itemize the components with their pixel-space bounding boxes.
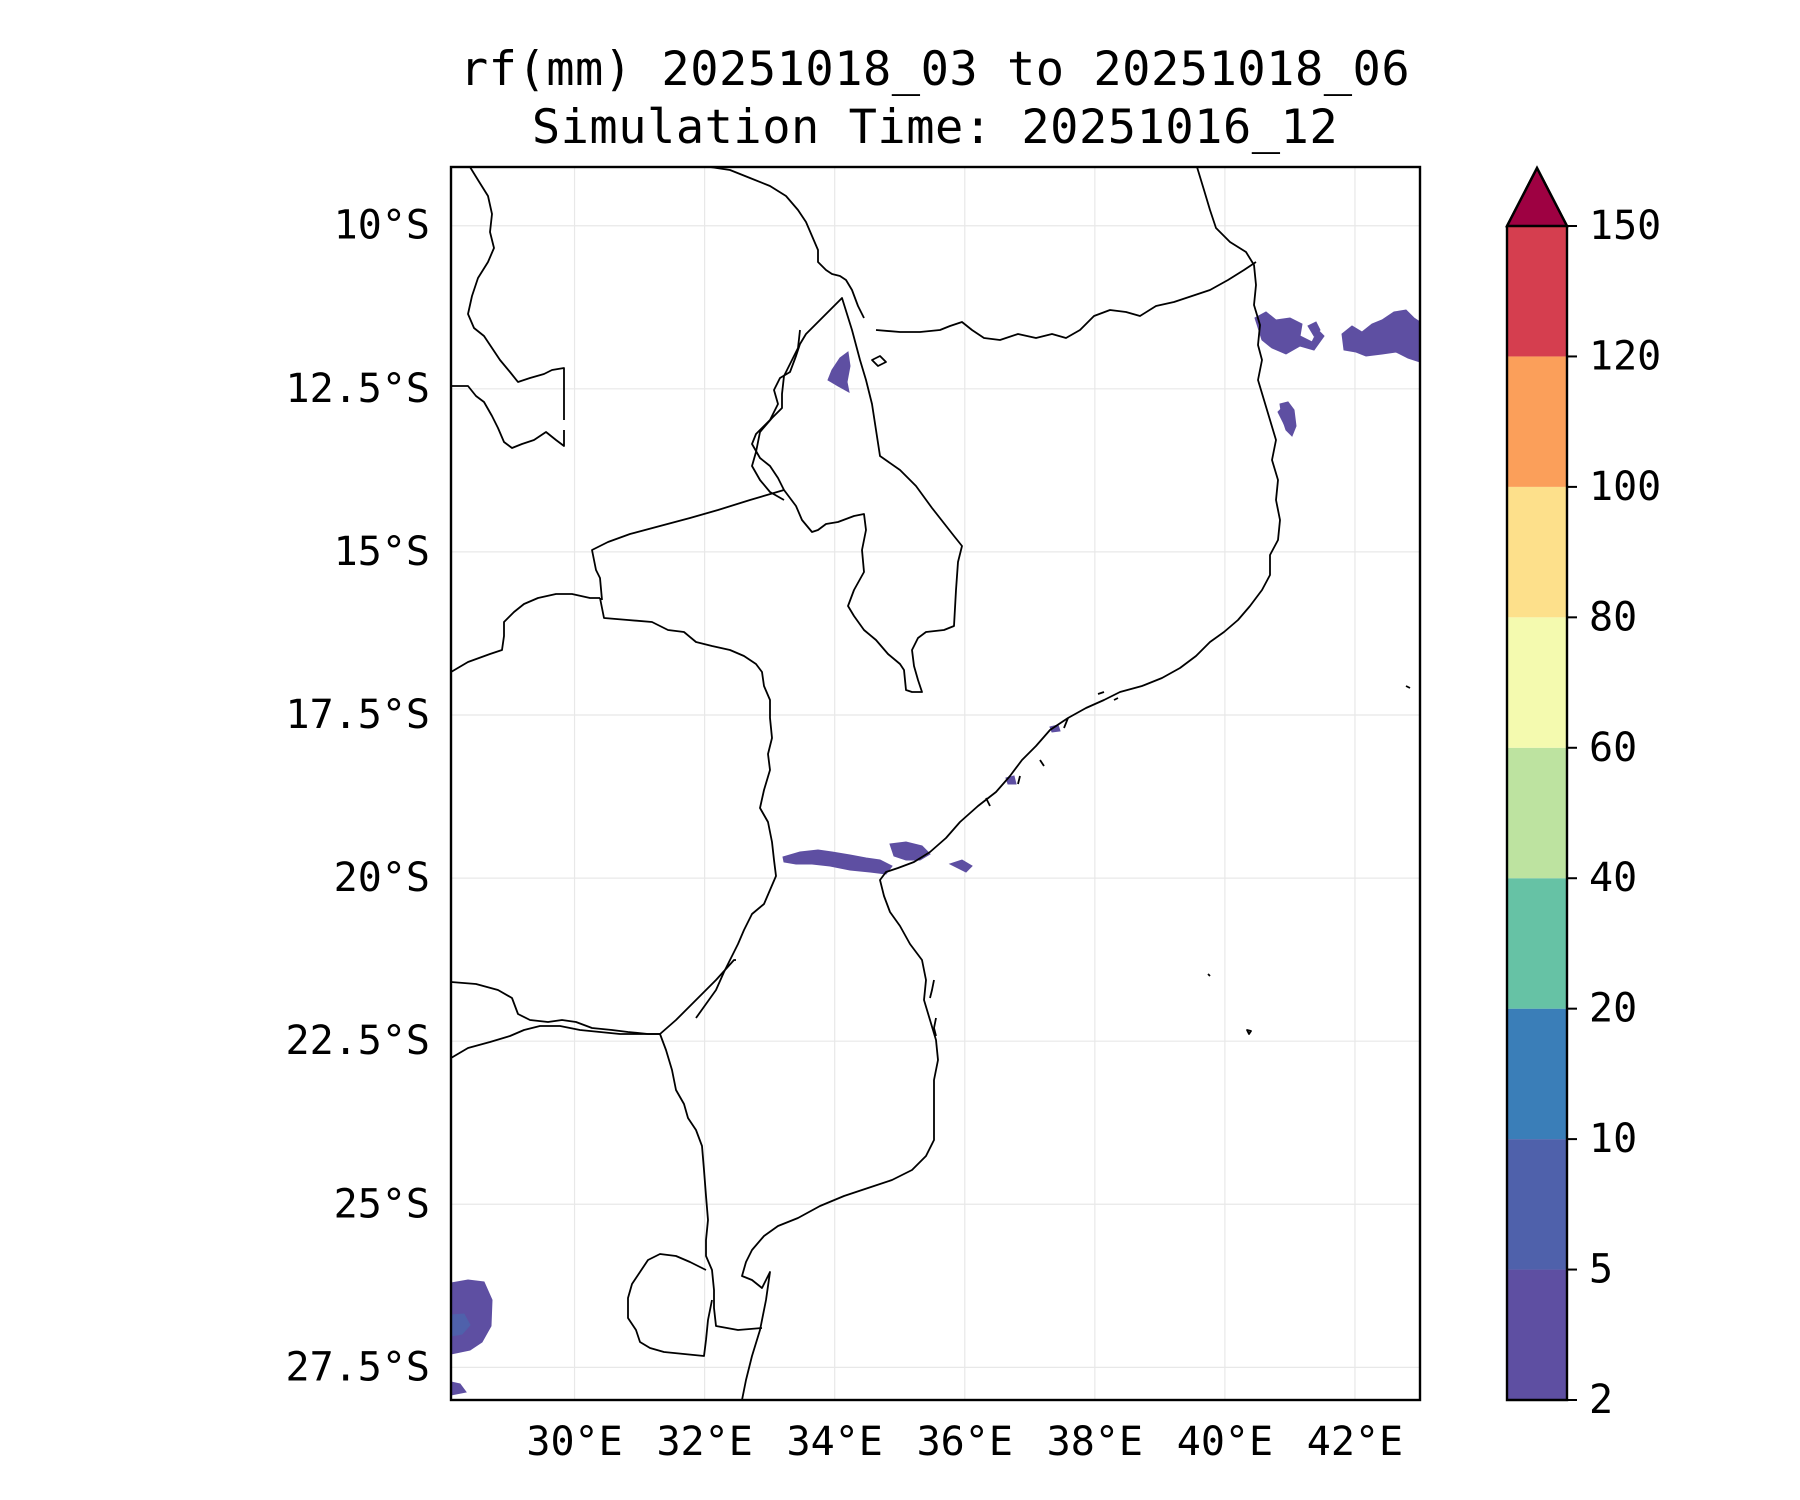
map-subtitle: Simulation Time: 20251016_12 bbox=[531, 100, 1339, 155]
y-tick-label: 27.5°S bbox=[286, 1344, 431, 1390]
island-speck-2 bbox=[1207, 973, 1211, 977]
border-tanzania-malawi-zambia bbox=[709, 167, 865, 319]
colorbar-segment bbox=[1507, 356, 1567, 487]
colorbar-tick-label: 5 bbox=[1589, 1247, 1613, 1293]
colorbar-tick-label: 20 bbox=[1589, 986, 1637, 1032]
x-tick-label: 38°E bbox=[1047, 1419, 1143, 1465]
island-speck-1 bbox=[1246, 1029, 1252, 1035]
colorbar-tick-label: 10 bbox=[1589, 1116, 1637, 1162]
colorbar-segment bbox=[1507, 1139, 1567, 1270]
colorbar-segment bbox=[1507, 1008, 1567, 1140]
border-zambia-zimbabwe bbox=[451, 593, 600, 673]
y-tick-label: 25°S bbox=[334, 1181, 430, 1227]
colorbar-segment bbox=[1507, 1269, 1567, 1400]
rain-patch-lake-malawi-north bbox=[827, 351, 851, 393]
colorbar-outline bbox=[1505, 165, 1569, 1402]
border-zambia-congo bbox=[451, 385, 565, 449]
island-bazaruto bbox=[929, 979, 937, 1037]
y-tick-label: 20°S bbox=[334, 855, 430, 901]
rain-patch-coast-north-2 bbox=[1279, 401, 1297, 437]
border-malawi-zambia bbox=[751, 329, 801, 501]
x-tick-label: 42°E bbox=[1307, 1419, 1403, 1465]
colorbar-segment bbox=[1507, 486, 1567, 618]
y-tick-label: 17.5°S bbox=[286, 692, 431, 738]
map-frame bbox=[449, 165, 1422, 1402]
map-title: rf(mm) 20251018_03 to 20251018_06 bbox=[459, 42, 1411, 97]
colorbar-segment bbox=[1507, 747, 1567, 879]
lake-malawi bbox=[751, 297, 963, 693]
rain-patch-beira-east bbox=[889, 841, 931, 861]
coastal-islands-north bbox=[985, 691, 1119, 807]
colorbar-segment bbox=[1507, 878, 1567, 1009]
x-tick-label: 32°E bbox=[656, 1419, 752, 1465]
colorbar-segment bbox=[1507, 226, 1567, 357]
border-tanzania-zambia bbox=[467, 167, 565, 420]
coastlines-and-borders bbox=[451, 167, 1411, 1400]
colorbar-tick-label: 100 bbox=[1589, 464, 1661, 510]
rain-patch-beira-west bbox=[782, 849, 893, 875]
rainfall-layer bbox=[451, 309, 1420, 1396]
colorbar-tick-label: 120 bbox=[1589, 333, 1661, 379]
rain-patch-offshore-north-small bbox=[1307, 321, 1321, 337]
x-tick-label: 40°E bbox=[1177, 1419, 1273, 1465]
y-tick-label: 22.5°S bbox=[286, 1018, 431, 1064]
rain-patch-southwest bbox=[451, 1279, 493, 1355]
colorbar-segment bbox=[1507, 617, 1567, 748]
y-axis-ticks: 10°S 12.5°S 15°S 17.5°S 20°S 22.5°S 25°S 27.5°S bbox=[286, 203, 431, 1391]
border-mozambique-south-africa bbox=[659, 959, 763, 1331]
y-tick-label: 12.5°S bbox=[286, 366, 431, 412]
island-speck-3 bbox=[1405, 685, 1411, 689]
y-tick-label: 10°S bbox=[334, 203, 430, 249]
rain-patch-beira-offshore bbox=[948, 859, 973, 873]
colorbar: 2 5 10 20 40 60 80 100 120 150 bbox=[1505, 165, 1661, 1423]
border-zambia-mozambique bbox=[591, 489, 785, 601]
colorbar-tick-label: 2 bbox=[1589, 1377, 1613, 1423]
rain-patch-southwest-core bbox=[451, 1313, 471, 1337]
island-ibo bbox=[871, 355, 887, 367]
x-tick-label: 30°E bbox=[526, 1419, 622, 1465]
border-zimbabwe-botswana-sa bbox=[451, 981, 660, 1035]
colorbar-tick-label: 80 bbox=[1589, 594, 1637, 640]
rain-patch-southwest-corner bbox=[451, 1381, 467, 1396]
y-tick-label: 15°S bbox=[334, 529, 430, 575]
colorbar-extend-arrow bbox=[1505, 165, 1569, 228]
colorbar-tick-label: 40 bbox=[1589, 855, 1637, 901]
rain-patch-offshore-north bbox=[1341, 309, 1420, 363]
x-tick-label: 36°E bbox=[917, 1419, 1013, 1465]
border-tanzania-mozambique bbox=[875, 261, 1257, 341]
colorbar-tick-label: 150 bbox=[1589, 203, 1661, 249]
border-south-africa-botswana bbox=[451, 1025, 660, 1059]
colorbar-tick-label: 60 bbox=[1589, 725, 1637, 771]
border-eswatini bbox=[627, 1253, 713, 1357]
border-zimbabwe-mozambique bbox=[599, 597, 777, 1019]
gridlines bbox=[451, 167, 1420, 1400]
x-tick-label: 34°E bbox=[787, 1419, 883, 1465]
coastline-east-africa bbox=[741, 167, 1281, 1400]
x-axis-ticks: 30°E 32°E 34°E 36°E 38°E 40°E 42°E bbox=[526, 1419, 1403, 1465]
